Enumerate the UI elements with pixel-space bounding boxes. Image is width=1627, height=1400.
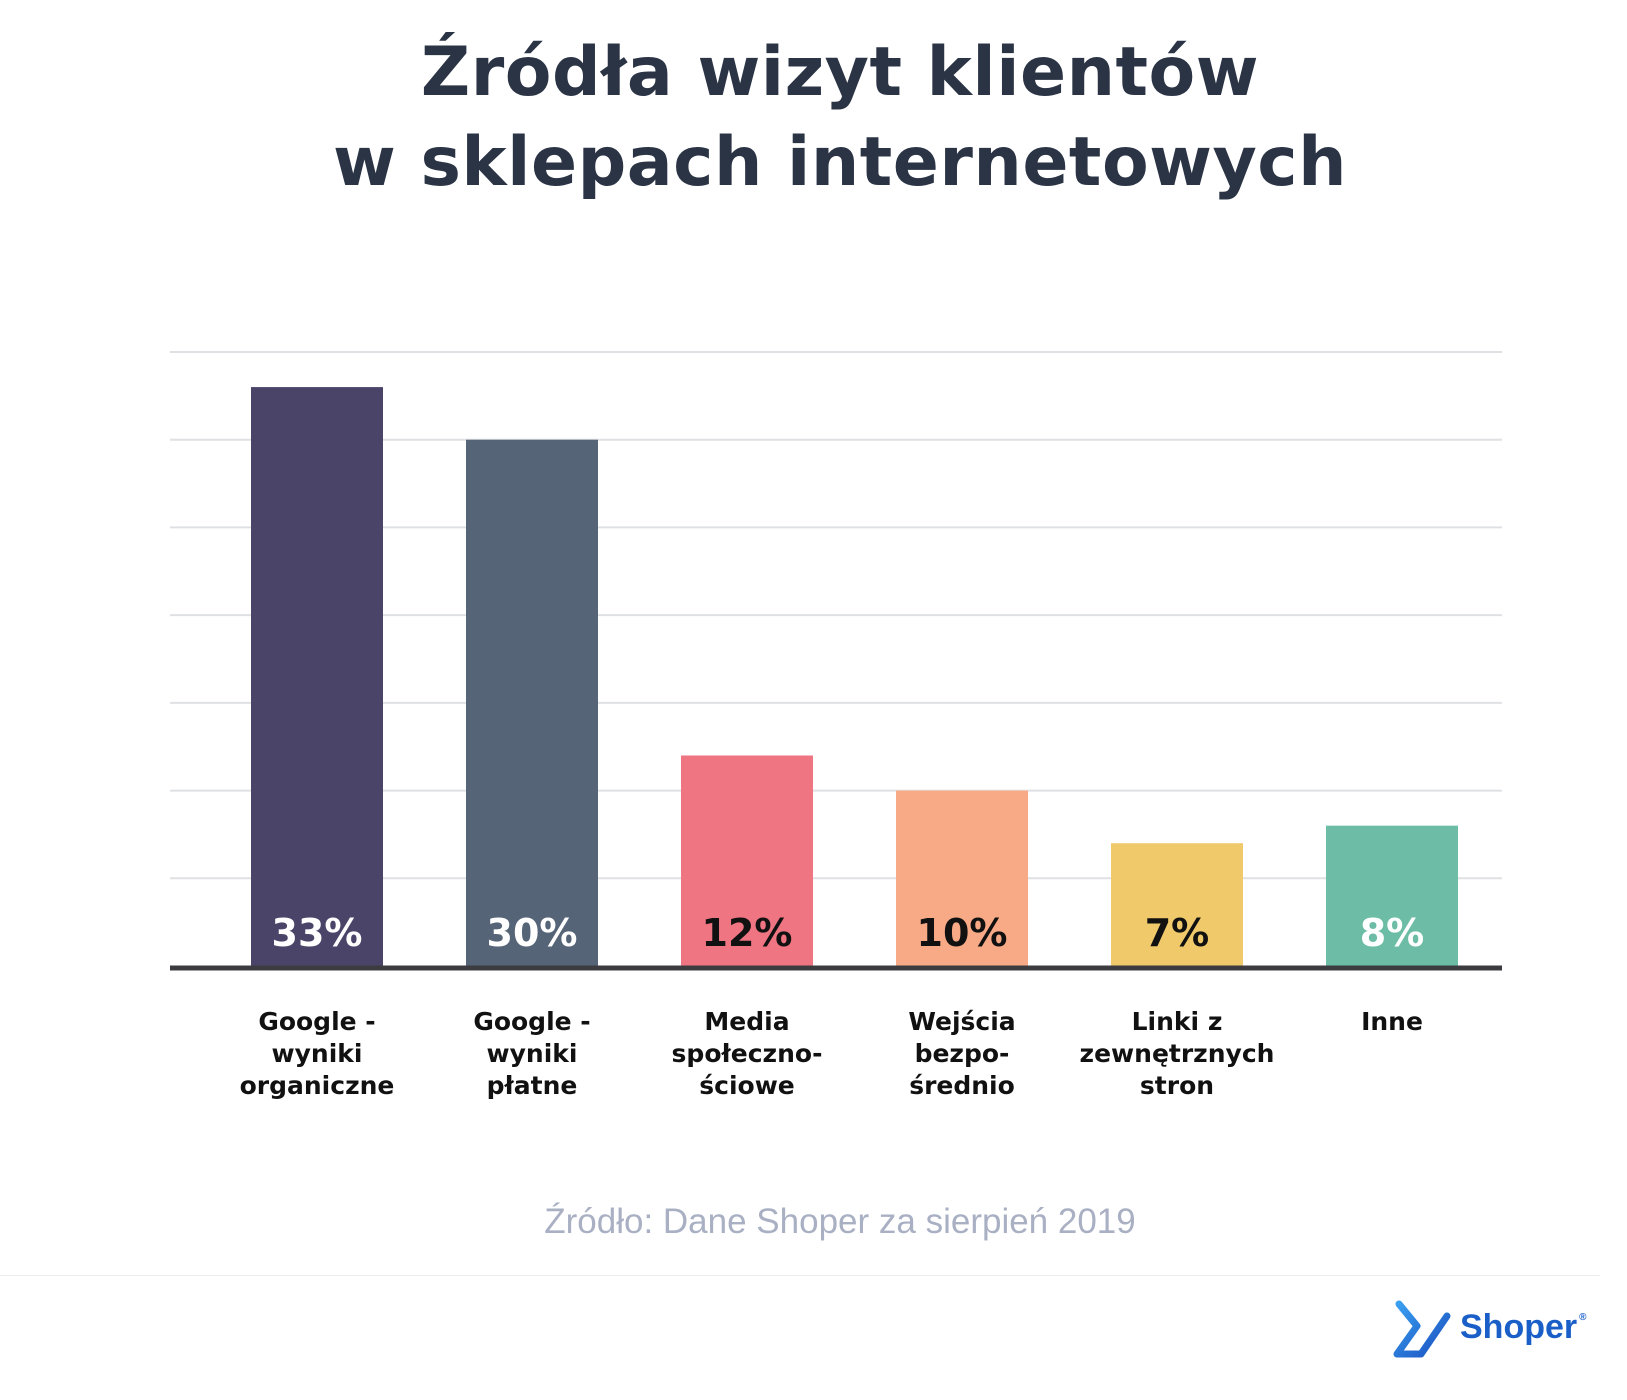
category-label-line: Google - [473, 1007, 590, 1036]
data-label: 30% [487, 911, 578, 955]
shoper-logo-icon [1393, 1300, 1451, 1358]
category-label-line: Media [704, 1007, 789, 1036]
bar [1326, 825, 1458, 966]
footer-divider [0, 1275, 1600, 1276]
source-note: Źródło: Dane Shoper za sierpień 2019 [544, 1202, 1136, 1241]
category-label: Google - wyniki płatne [473, 1007, 590, 1100]
bar [896, 790, 1028, 966]
category-label-line: społeczno- [672, 1039, 823, 1068]
registered-mark: ® [1579, 1312, 1587, 1323]
logo-wordmark: Shoper [1460, 1308, 1578, 1346]
chart-title: Źródła wizyt klientów w sklepach interne… [0, 28, 1627, 208]
shoper-logo-text: Shoper ® [1460, 1308, 1587, 1347]
category-label-line: Linki z [1132, 1007, 1223, 1036]
category-label-line: ściowe [699, 1071, 795, 1100]
bars: 33% 30% 12% 10% 7% 8% [251, 387, 1458, 967]
bar [1111, 843, 1243, 966]
chart-title-line-1: Źródła wizyt klientów [420, 33, 1260, 112]
chart-title-line-2: w sklepach internetowych [332, 123, 1348, 202]
category-label: Linki z zewnętrznych stron [1080, 1007, 1275, 1100]
category-label: Google - wyniki organiczne [240, 1007, 395, 1100]
category-label-line: bezpo- [915, 1039, 1010, 1068]
shoper-logo: Shoper ® [1385, 1298, 1595, 1360]
data-label: 8% [1360, 911, 1425, 955]
bar [251, 387, 383, 967]
data-label: 7% [1145, 911, 1210, 955]
data-label: 33% [272, 911, 363, 955]
category-label-line: organiczne [240, 1071, 395, 1100]
bar-chart: 33% 30% 12% 10% 7% 8% Google - wyniki organiczn… [170, 351, 1502, 1100]
category-label-line: Inne [1361, 1007, 1423, 1036]
category-label-line: Google - [258, 1007, 375, 1036]
category-label-line: zewnętrznych [1080, 1039, 1275, 1068]
category-label: Media społeczno-ściowe [672, 1007, 823, 1100]
bar [466, 439, 598, 966]
category-label-line: stron [1140, 1071, 1214, 1100]
category-label-line: płatne [487, 1071, 578, 1100]
category-label-line: wyniki [272, 1039, 363, 1068]
category-label-line: Wejścia [908, 1007, 1015, 1036]
data-label: 12% [702, 911, 793, 955]
category-label: Inne [1361, 1007, 1423, 1036]
data-label: 10% [917, 911, 1008, 955]
grid-lines [170, 351, 1502, 880]
category-labels: Google - wyniki organiczne Google - wyniki pł… [240, 1007, 1423, 1100]
category-label: Wejścia bezpo-średnio [908, 1007, 1015, 1100]
category-label-line: wyniki [487, 1039, 578, 1068]
bar [681, 755, 813, 966]
category-label-line: średnio [909, 1071, 1015, 1100]
